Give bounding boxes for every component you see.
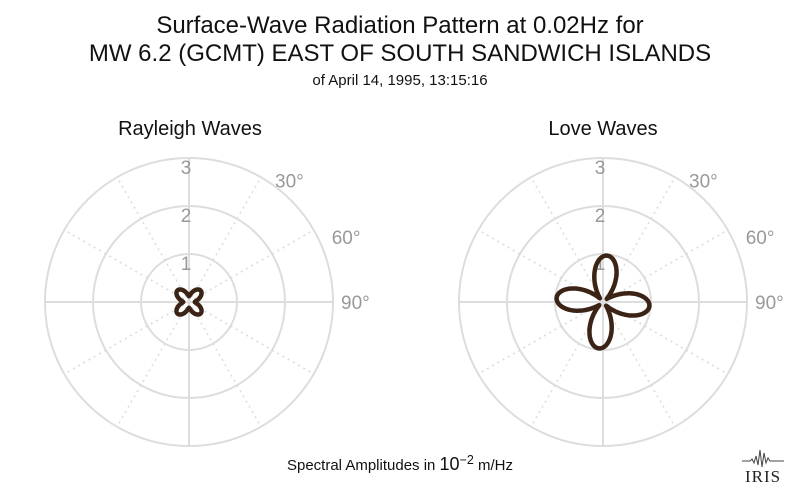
rayleigh-angle-label: 90° [341,293,370,314]
love-radial-tick-label: 3 [595,158,606,179]
polar-plots: 1 2 3 30° 60° 90° 1 2 3 30° 60° 90° [44,157,784,447]
iris-logo: IRIS [740,447,786,487]
love-angle-label: 60° [746,228,775,249]
rayleigh-spoke-330 [116,176,190,303]
chart-title-line-2: MW 6.2 (GCMT) EAST OF SOUTH SANDWICH ISL… [88,40,712,67]
footer-exponent: −2 [459,453,474,467]
logo-text: IRIS [744,467,782,486]
rayleigh-angle-label: 30° [275,171,304,192]
footer-prefix: Spectral Amplitudes in [286,457,440,474]
rayleigh-spoke-30 [188,176,262,303]
love-spoke-60 [602,229,729,303]
rayleigh-angle-label: 60° [332,228,361,249]
rayleigh-radiation-pattern [174,287,204,317]
rayleigh-panel-title: Rayleigh Waves [118,118,262,140]
love-spoke-240 [477,301,604,375]
footer-base: 10 [439,454,460,474]
love-panel-title: Love Waves [548,118,658,140]
amplitude-units-footer: Spectral Amplitudes in 10−2 m/Hz [0,453,800,475]
rayleigh-spoke-300 [63,229,190,303]
rayleigh-spoke-210 [116,301,190,428]
rayleigh-radial-tick-label: 3 [181,158,192,179]
love-radial-tick-label: 2 [595,206,606,227]
seismogram-icon [742,449,784,468]
rayleigh-spoke-120 [188,301,315,375]
love-radial-tick-label: 1 [595,254,606,275]
love-radiation-pattern [554,253,652,351]
rayleigh-spoke-60 [188,229,315,303]
love-spoke-330 [530,176,604,303]
chart-title-line-1: Surface-Wave Radiation Pattern at 0.02Hz… [156,12,644,39]
love-angle-label: 90° [755,293,784,314]
chart-subtitle: of April 14, 1995, 13:15:16 [312,72,488,89]
rayleigh-radial-tick-label: 1 [181,254,192,275]
footer-unit: m/Hz [473,457,514,474]
love-angle-label: 30° [689,171,718,192]
rayleigh-spoke-150 [188,301,262,428]
rayleigh-spoke-240 [63,301,190,375]
love-spoke-150 [602,301,676,428]
rayleigh-radial-tick-label: 2 [181,206,192,227]
